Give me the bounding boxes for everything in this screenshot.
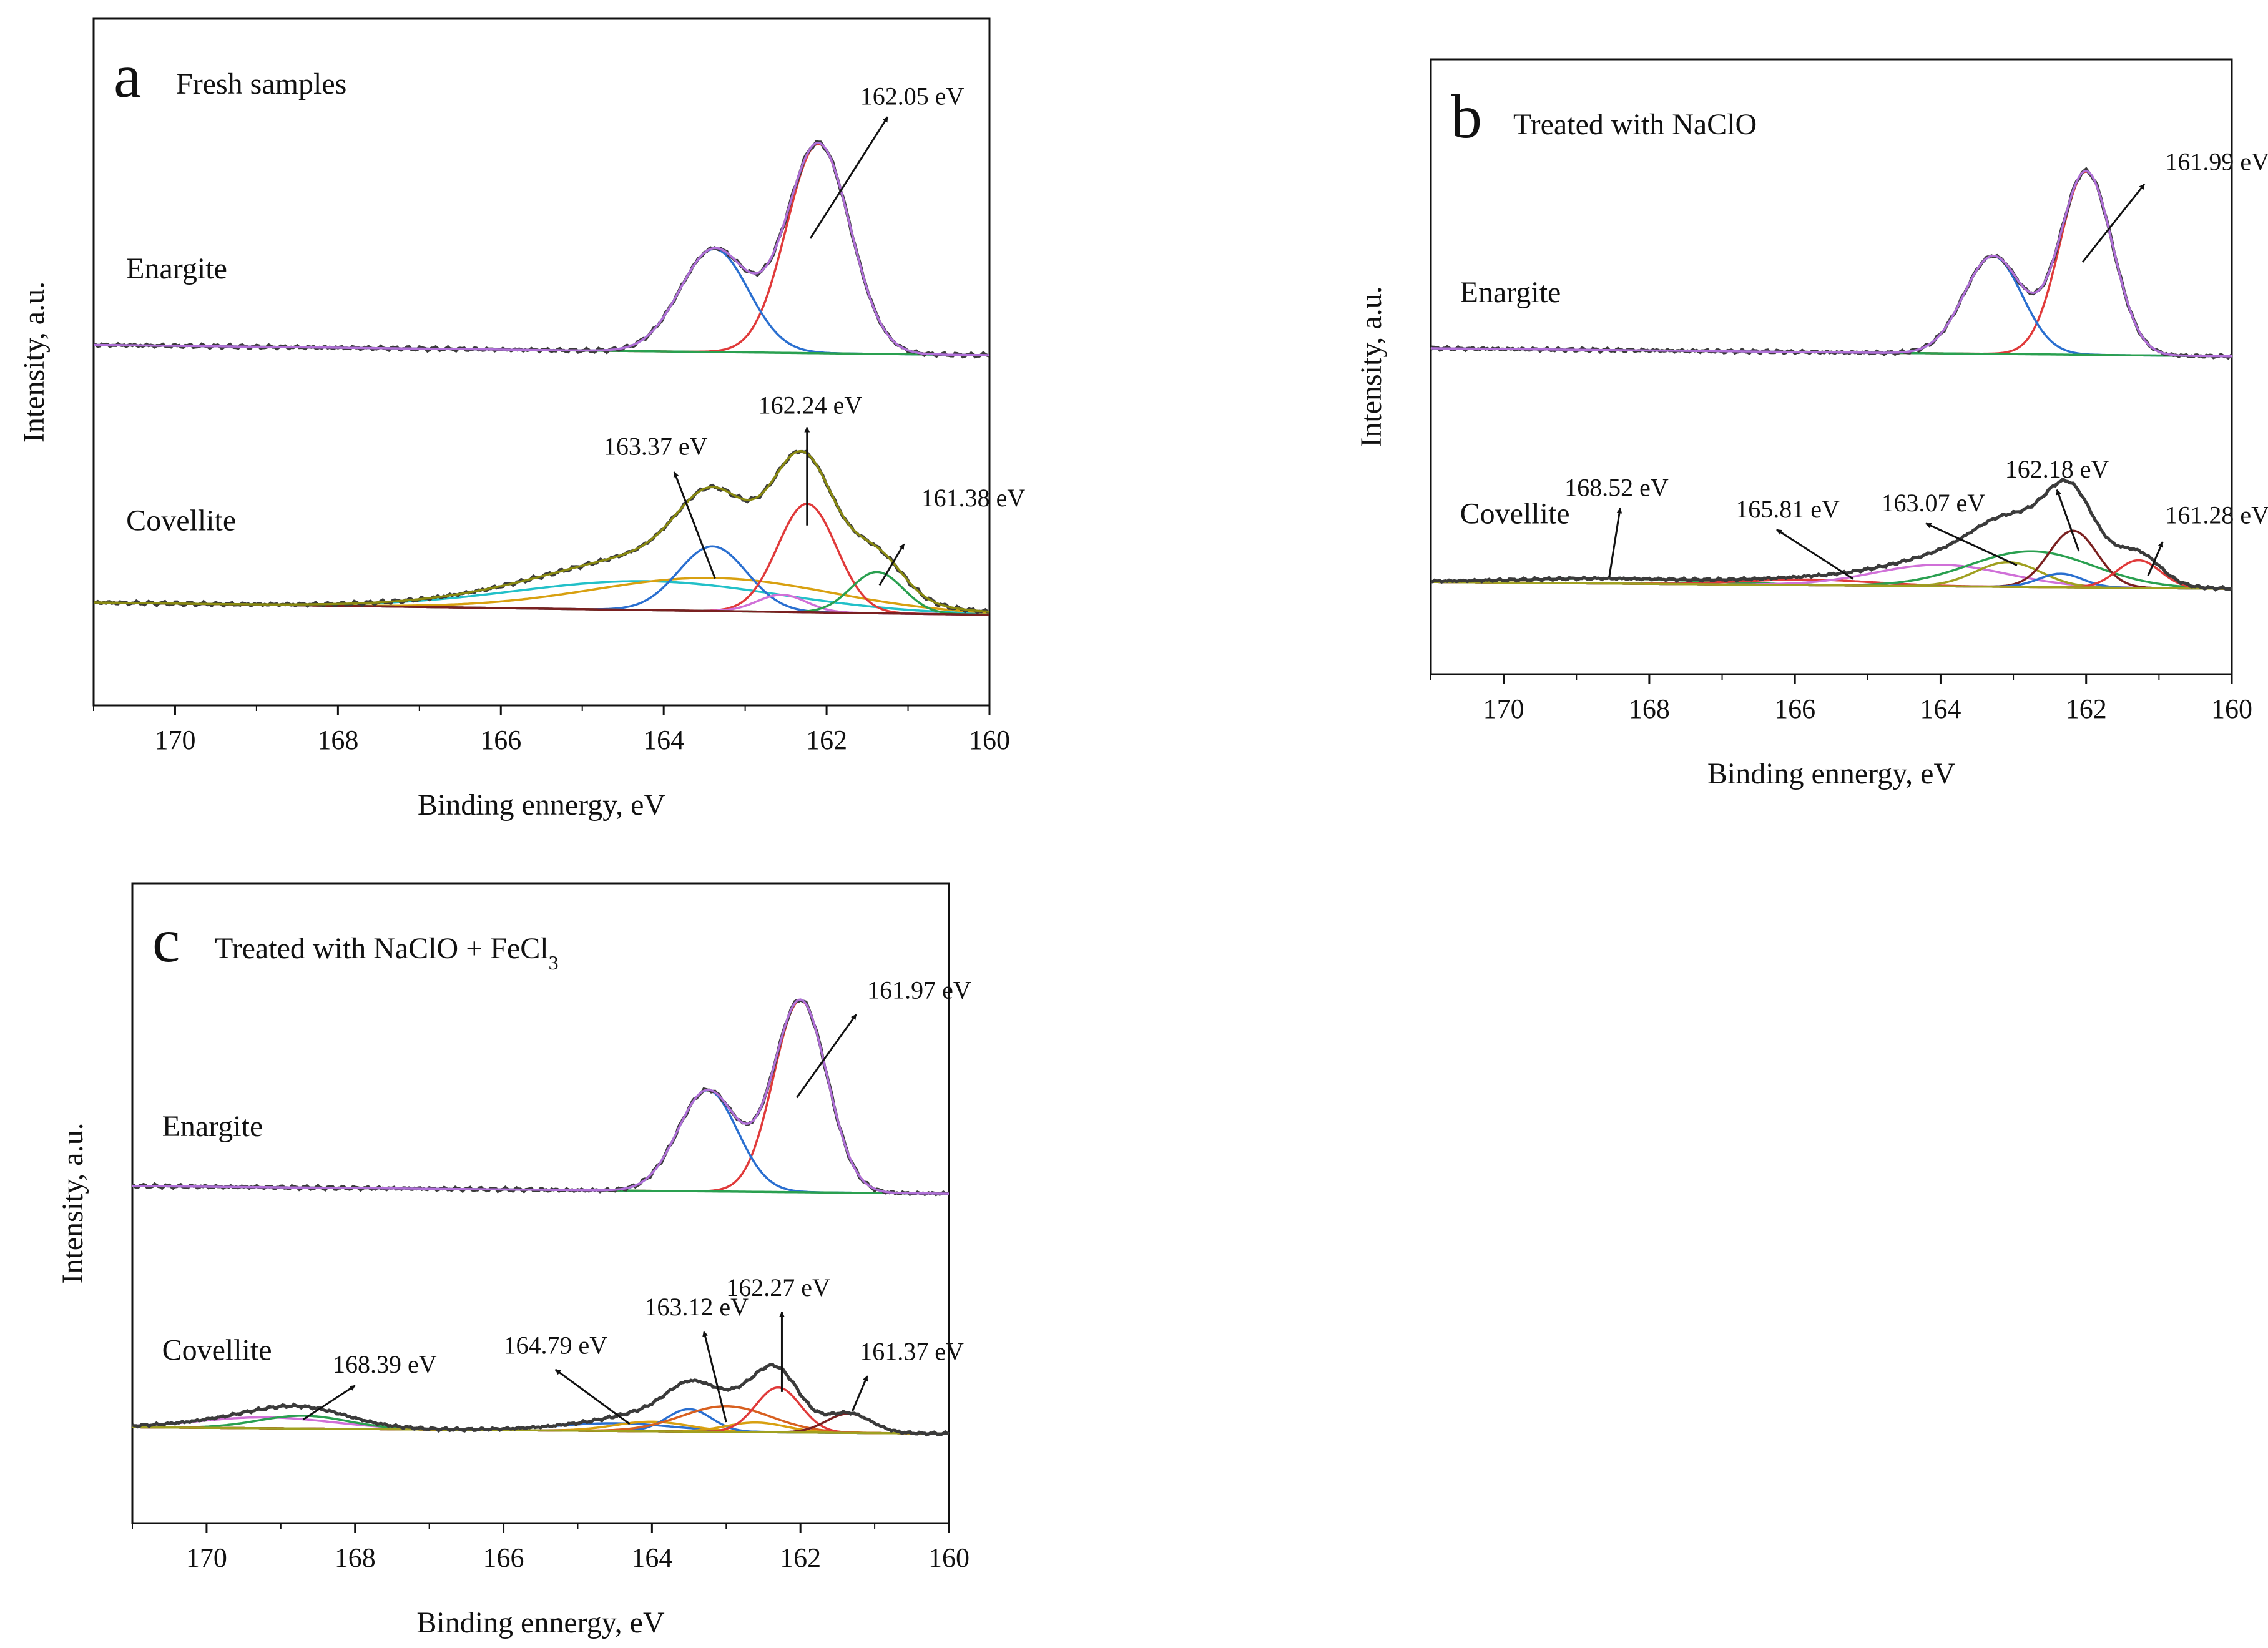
x-tick-label: 160 [969,725,1010,755]
raw-spectrum [1430,167,2233,360]
annotation-arrow [878,543,905,586]
annotation-arrow [1776,529,1854,580]
x-tick-label: 166 [480,725,521,755]
x-tick-label: 168 [1629,694,1670,724]
annotation-arrow [1925,522,2018,567]
sample-label-enargite: Enargite [1460,276,1561,309]
sample-label-covellite: Covellite [162,1334,272,1367]
x-axis-title: Binding ennergy, eV [416,1606,665,1639]
component-peak-162 [132,999,949,1195]
y-axis-title: Intensity, a.u. [17,282,51,443]
panel-title-main: Fresh samples [176,67,346,101]
fit-envelope [94,449,990,613]
x-tick-label: 162 [806,725,847,755]
fit-envelope [1430,170,2232,358]
x-tick-label: 164 [643,725,684,755]
raw-spectrum [132,998,950,1197]
panel-a: 170 168 166 164 162 160 Binding ennergy, eV Int… [17,17,1026,822]
annotation-arrow [554,1368,631,1425]
x-tick-label: 170 [186,1543,227,1573]
annotation-label: 162.24 eV [758,391,863,419]
sample-label-covellite: Covellite [1460,498,1570,531]
x-tick-label: 162 [2066,694,2107,724]
background-line [132,1426,949,1435]
annotation-arrow [673,471,716,579]
annotation-label: 165.81 eV [1735,495,1840,523]
sample-label-covellite: Covellite [126,504,236,537]
annotation-label: 163.07 eV [1881,489,1985,517]
x-tick-label: 168 [335,1543,376,1573]
annotation-label: 164.79 eV [503,1331,607,1359]
annotation-label: 161.97 eV [867,976,971,1004]
panel-title: Treated with NaClO [1513,108,1757,141]
fit-envelope [132,998,949,1195]
annotation-arrow [702,1330,727,1423]
annotation-label: 163.37 eV [604,433,708,461]
panel-letter: a [114,41,141,110]
annotation-label: 162.05 eV [860,82,965,110]
annotation-label: 168.39 eV [333,1350,437,1378]
annotation-label: 168.52 eV [1564,473,1669,501]
annotation-arrow [2147,541,2164,576]
sample-label-enargite: Enargite [126,252,227,285]
panel-title: Fresh samples [176,67,346,101]
fit-envelope [1430,479,2232,590]
x-tick-label: 170 [154,725,195,755]
annotation-arrow [2081,184,2146,263]
y-axis-title: Intensity, a.u. [56,1122,89,1283]
annotation-label: 161.28 eV [2165,501,2268,529]
raw-spectrum [131,1362,950,1437]
x-tick-label: 168 [317,725,358,755]
plot-frame [1430,58,2233,675]
x-tick-label: 160 [928,1543,970,1573]
annotation-label: 163.12 eV [644,1293,749,1321]
x-axis-title: Binding ennergy, eV [418,788,666,822]
panel-title-main: Treated with NaClO + FeCl [215,932,549,965]
x-tick-label: 170 [1483,694,1524,724]
panel-letter: c [152,906,180,975]
panel-b: 170 168 166 164 162 160 Binding ennergy, eV Int… [1355,58,2268,790]
annotation-arrow [796,1014,857,1099]
fit-envelope [94,142,989,356]
panel-letter: b [1451,82,1482,151]
annotation-label: 162.27 eV [726,1273,830,1302]
x-tick-label: 162 [780,1543,821,1573]
component-peak-162 [1430,170,2232,358]
annotation-arrow [809,116,889,239]
sample-label-enargite: Enargite [162,1110,263,1143]
fit-envelope [132,1364,949,1435]
x-tick-label: 166 [483,1543,524,1573]
background-line [1431,581,2232,590]
annotation-arrow [302,1385,356,1421]
panel-title-main: Treated with NaClO [1513,108,1757,141]
annotation-label: 162.18 eV [2005,455,2109,483]
component-peak-163.38 [94,248,989,356]
annotation-arrow [2056,489,2080,552]
annotation-label: 161.37 eV [860,1338,964,1366]
annotation-label: 161.38 eV [921,484,1026,512]
annotation-label: 161.99 eV [2165,147,2268,175]
panel-title-subscript: 3 [549,951,559,974]
annotation-arrow [1608,508,1622,577]
plot-frame [92,17,991,707]
x-tick-label: 164 [1920,694,1961,724]
plot-frame [131,882,950,1524]
panel-c: 170 168 166 164 162 160 Binding ennergy, eV Int… [56,882,971,1639]
annotation-arrow [852,1375,868,1412]
x-tick-label: 166 [1774,694,1815,724]
y-axis-title: Intensity, a.u. [1355,286,1388,447]
panel-title: Treated with NaClO + FeCl3 [215,932,559,974]
x-tick-label: 160 [2211,694,2252,724]
x-axis-title: Binding ennergy, eV [1707,757,1956,790]
x-tick-label: 164 [631,1543,672,1573]
